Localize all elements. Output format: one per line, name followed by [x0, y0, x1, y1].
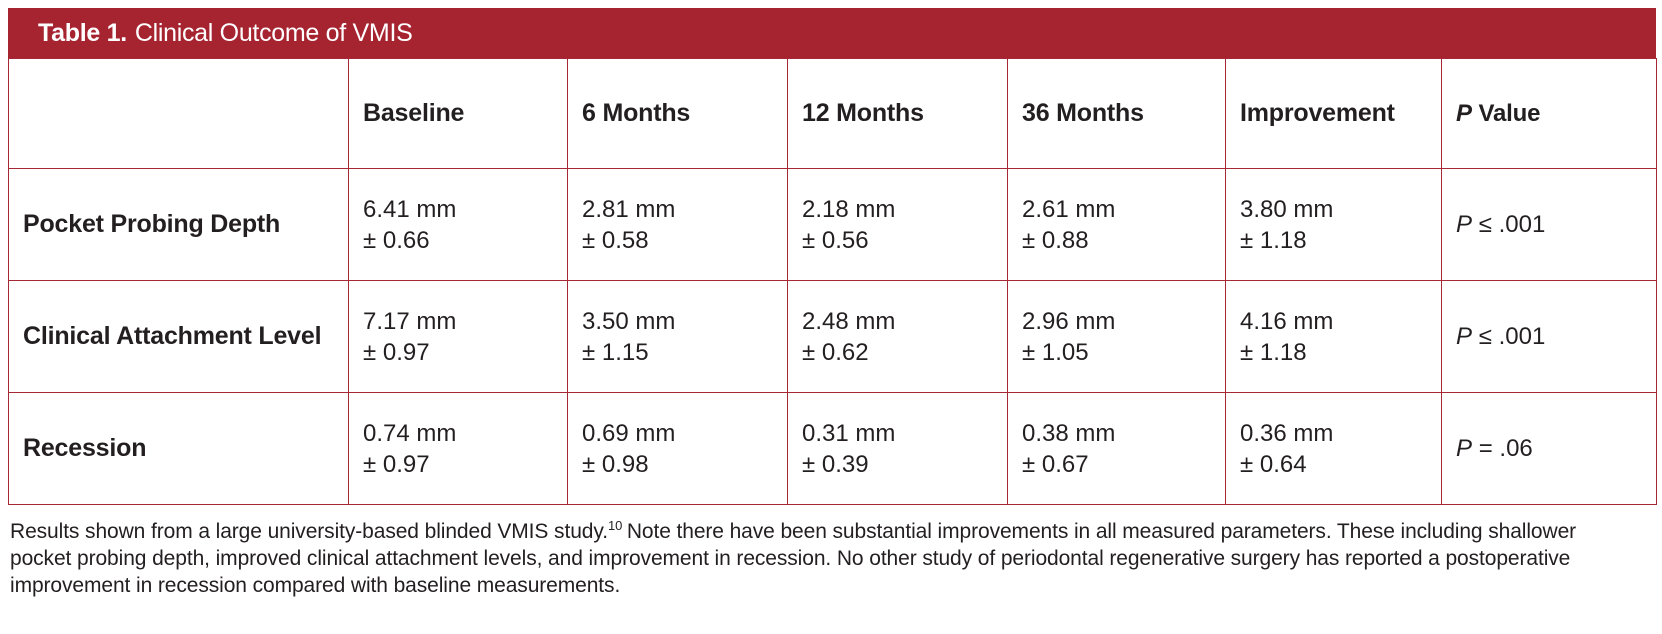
p-value: = .06: [1478, 434, 1533, 462]
measurement-value: 0.74 mm: [363, 419, 457, 447]
data-cell: 6.41 mm ± 0.66: [348, 168, 568, 281]
data-cell: 3.80 mm ± 1.18: [1225, 168, 1442, 281]
measurement-value: 7.17 mm: [363, 307, 457, 335]
table-row-clinical-attachment-level: Clinical Attachment Level 7.17 mm ± 0.97…: [8, 280, 1657, 393]
table-row-recession: Recession 0.74 mm ± 0.97 0.69 mm ± 0.98 …: [8, 392, 1657, 505]
header-cell-36-months: 36 Months: [1007, 58, 1226, 169]
measurement-value: 0.31 mm: [802, 419, 896, 447]
p-symbol: P: [1456, 210, 1473, 238]
standard-deviation: ± 0.67: [1022, 450, 1089, 478]
p-symbol: P: [1456, 434, 1473, 462]
header-row: Baseline 6 Months 12 Months 36 Months Im…: [8, 58, 1657, 169]
measurement-value: 3.50 mm: [582, 307, 676, 335]
row-label: Recession: [8, 392, 349, 505]
measurement-value: 2.81 mm: [582, 195, 676, 223]
p-value-cell: P ≤ .001: [1441, 168, 1657, 281]
standard-deviation: ± 0.97: [363, 450, 430, 478]
p-value: ≤ .001: [1478, 210, 1546, 238]
data-cell: 0.74 mm ± 0.97: [348, 392, 568, 505]
standard-deviation: ± 1.18: [1240, 338, 1307, 366]
measurement-value: 4.16 mm: [1240, 307, 1334, 335]
header-cell-improvement: Improvement: [1225, 58, 1442, 169]
page: Table 1. Clinical Outcome of VMIS Baseli…: [8, 8, 1657, 599]
measurement-value: 6.41 mm: [363, 195, 457, 223]
table-number: Table 1.: [38, 18, 127, 47]
p-value-cell: P = .06: [1441, 392, 1657, 505]
standard-deviation: ± 1.05: [1022, 338, 1089, 366]
header-cell-6-months: 6 Months: [567, 58, 788, 169]
data-cell: 2.81 mm ± 0.58: [567, 168, 788, 281]
standard-deviation: ± 0.64: [1240, 450, 1307, 478]
measurement-value: 0.36 mm: [1240, 419, 1334, 447]
table-title: Clinical Outcome of VMIS: [134, 18, 413, 47]
data-cell: 7.17 mm ± 0.97: [348, 280, 568, 393]
standard-deviation: ± 0.62: [802, 338, 869, 366]
measurement-value: 2.18 mm: [802, 195, 896, 223]
data-cell: 2.18 mm ± 0.56: [787, 168, 1008, 281]
standard-deviation: ± 0.98: [582, 450, 649, 478]
footnote-text-1: Results shown from a large university-ba…: [10, 520, 608, 543]
results-table: Baseline 6 Months 12 Months 36 Months Im…: [8, 58, 1657, 505]
data-cell: 2.61 mm ± 0.88: [1007, 168, 1226, 281]
standard-deviation: ± 0.97: [363, 338, 430, 366]
p-symbol: P: [1456, 322, 1473, 350]
p-symbol: P: [1456, 99, 1472, 127]
header-cell-p-value: P Value: [1441, 58, 1657, 169]
data-cell: 2.48 mm ± 0.62: [787, 280, 1008, 393]
row-label: Clinical Attachment Level: [8, 280, 349, 393]
measurement-value: 0.69 mm: [582, 419, 676, 447]
data-cell: 3.50 mm ± 1.15: [567, 280, 788, 393]
standard-deviation: ± 1.15: [582, 338, 649, 366]
p-value-label: Value: [1478, 99, 1541, 127]
data-cell: 0.69 mm ± 0.98: [567, 392, 788, 505]
table-title-bar: Table 1. Clinical Outcome of VMIS: [8, 8, 1656, 58]
standard-deviation: ± 0.88: [1022, 226, 1089, 254]
row-label: Pocket Probing Depth: [8, 168, 349, 281]
measurement-value: 3.80 mm: [1240, 195, 1334, 223]
data-cell: 4.16 mm ± 1.18: [1225, 280, 1442, 393]
measurement-value: 2.61 mm: [1022, 195, 1116, 223]
header-cell-empty: [8, 58, 349, 169]
standard-deviation: ± 1.18: [1240, 226, 1307, 254]
data-cell: 2.96 mm ± 1.05: [1007, 280, 1226, 393]
data-cell: 0.36 mm ± 0.64: [1225, 392, 1442, 505]
standard-deviation: ± 0.56: [802, 226, 869, 254]
footnote-text-2: Note there have been substantial improve…: [10, 520, 1577, 597]
p-value: ≤ .001: [1478, 322, 1546, 350]
measurement-value: 0.38 mm: [1022, 419, 1116, 447]
data-cell: 0.31 mm ± 0.39: [787, 392, 1008, 505]
p-value-cell: P ≤ .001: [1441, 280, 1657, 393]
clinical-outcome-table: Table 1. Clinical Outcome of VMIS Baseli…: [8, 8, 1657, 599]
table-row-pocket-probing-depth: Pocket Probing Depth 6.41 mm ± 0.66 2.81…: [8, 168, 1657, 281]
standard-deviation: ± 0.39: [802, 450, 869, 478]
standard-deviation: ± 0.66: [363, 226, 430, 254]
header-cell-12-months: 12 Months: [787, 58, 1008, 169]
standard-deviation: ± 0.58: [582, 226, 649, 254]
table-footnote: Results shown from a large university-ba…: [10, 518, 1588, 599]
header-cell-baseline: Baseline: [348, 58, 568, 169]
footnote-reference-10: 10: [607, 518, 623, 533]
measurement-value: 2.96 mm: [1022, 307, 1116, 335]
data-cell: 0.38 mm ± 0.67: [1007, 392, 1226, 505]
measurement-value: 2.48 mm: [802, 307, 896, 335]
